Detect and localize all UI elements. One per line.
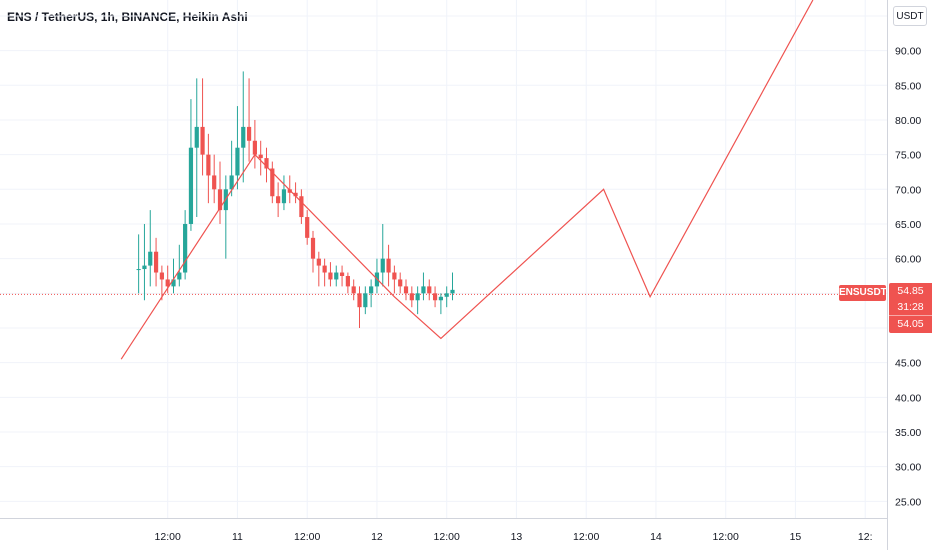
candle-body [345, 275, 350, 287]
y-tick-label: 75.00 [895, 150, 921, 162]
y-tick-label: 45.00 [895, 358, 921, 370]
candle-body [421, 286, 426, 294]
candle-body [148, 251, 153, 266]
candle-body [153, 251, 159, 273]
y-tick-label: 35.00 [895, 427, 921, 439]
candle-body [229, 175, 234, 190]
low-price-value: 54.05 [889, 315, 932, 332]
candle-body [322, 265, 327, 273]
candle-body [258, 154, 263, 159]
y-tick-label: 85.00 [895, 80, 921, 92]
y-tick-label: 25.00 [895, 496, 921, 508]
candle-body [450, 289, 455, 294]
candle-body [241, 126, 246, 148]
candle-body [165, 279, 170, 287]
candle-body [252, 140, 257, 155]
candle-body [386, 258, 391, 273]
candle-body [235, 147, 240, 176]
candle-body [316, 258, 321, 266]
x-tick-label: 12 [371, 531, 383, 543]
candle-body [287, 189, 292, 193]
x-tick-label: 12:00 [155, 531, 181, 543]
y-tick-label: 65.00 [895, 219, 921, 231]
last-price-value: 54.85 [897, 285, 924, 297]
candle-body [403, 286, 409, 294]
candle-body [212, 175, 217, 190]
candle-body [369, 286, 374, 294]
candle-body [200, 126, 205, 155]
candle-body [194, 126, 199, 148]
y-tick-label: 30.00 [895, 462, 921, 474]
candle-body [171, 279, 176, 287]
candle-body [334, 272, 339, 280]
candle-body [246, 126, 252, 141]
candle-body [276, 196, 281, 204]
candle-body [444, 293, 449, 297]
candle-body [305, 217, 310, 238]
chart-title: ENS / TetherUS, 1h, BINANCE, Heikin Ashi [7, 10, 248, 24]
candle-body [438, 296, 443, 301]
x-tick-label: 12: [858, 531, 873, 543]
candle-body [159, 272, 164, 280]
x-tick-label: 12:00 [434, 531, 460, 543]
candle-body [136, 269, 141, 271]
symbol-tag: ENSUSDT [839, 285, 887, 301]
candle-body [339, 272, 345, 276]
candle-body [363, 293, 368, 308]
y-tick-label: 70.00 [895, 184, 921, 196]
candle-body [427, 286, 432, 294]
x-tick-label: 13 [511, 531, 523, 543]
x-tick-label: 12:00 [294, 531, 320, 543]
x-tick-label: 11 [232, 531, 243, 543]
candle-body [293, 192, 298, 197]
bar-countdown: 31:28 [897, 301, 924, 313]
candle-body [183, 223, 188, 273]
candle-body [299, 196, 304, 218]
candle-body [281, 189, 287, 204]
candle-body [328, 272, 333, 280]
candle-body [270, 168, 275, 197]
candle-body [206, 154, 211, 176]
candle-body [357, 293, 362, 308]
candle-body [392, 272, 397, 280]
y-tick-label: 40.00 [895, 392, 921, 404]
candle-body [380, 258, 385, 273]
candle-body [264, 158, 269, 169]
candle-body [351, 286, 356, 294]
x-tick-label: 12:00 [713, 531, 739, 543]
candle-body [398, 279, 403, 287]
candle-body [415, 293, 420, 301]
candle-body [310, 237, 316, 259]
candle-body [142, 265, 147, 270]
x-tick-label: 12:00 [573, 531, 599, 543]
zigzag-drawing [120, 0, 814, 360]
y-tick-label: 90.00 [895, 46, 921, 58]
last-price-tag: 54.85 31:28 54.05 [889, 283, 932, 333]
x-tick-label: 15 [790, 531, 802, 543]
y-tick-label: 60.00 [895, 254, 921, 266]
candle-body [432, 293, 438, 301]
x-tick-label: 14 [650, 531, 662, 543]
candle-body [177, 272, 182, 280]
currency-button[interactable]: USDT [893, 6, 927, 26]
candle-body [217, 189, 223, 211]
y-tick-label: 80.00 [895, 115, 921, 127]
candle-body [409, 293, 414, 301]
candle-body [188, 147, 194, 224]
